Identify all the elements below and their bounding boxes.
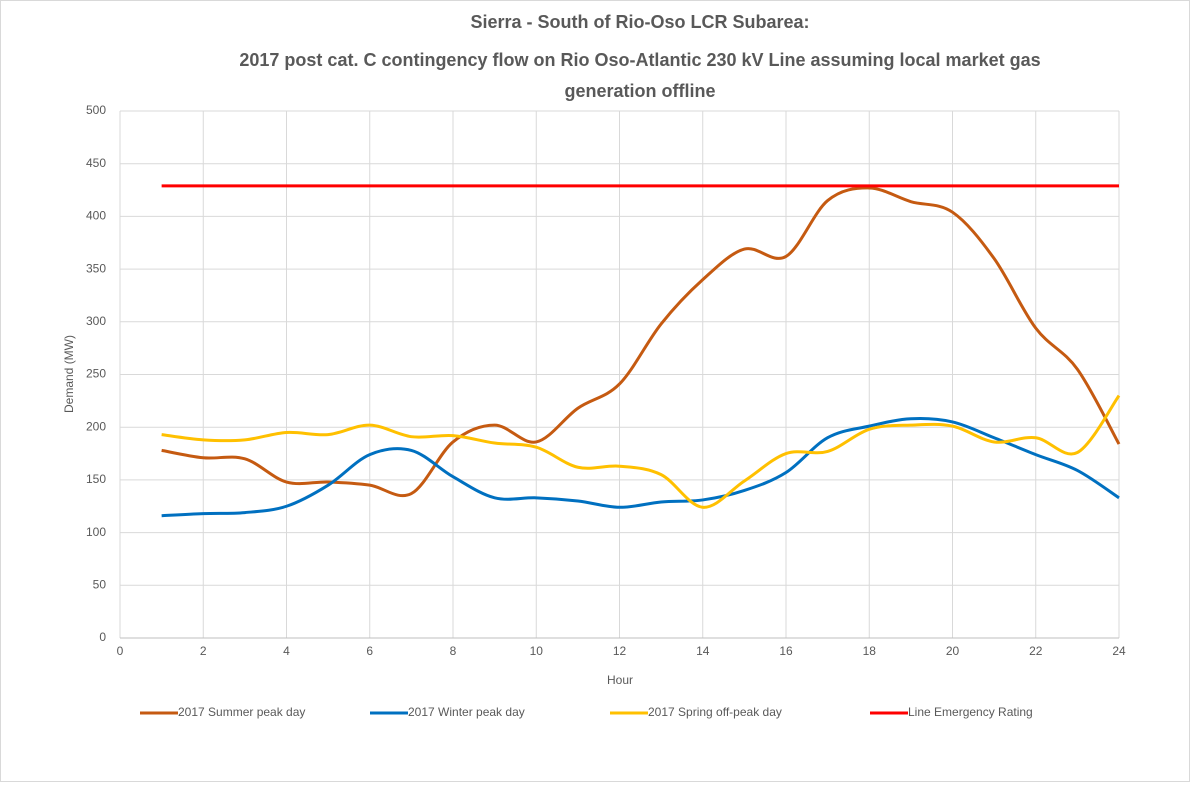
y-tick-label: 50	[93, 577, 107, 591]
x-tick-label: 10	[530, 644, 544, 658]
y-tick-label: 150	[86, 472, 106, 486]
x-tick-label: 22	[1029, 644, 1043, 658]
x-tick-label: 18	[863, 644, 877, 658]
x-tick-label: 8	[450, 644, 457, 658]
x-tick-label: 4	[283, 644, 290, 658]
legend-label: Line Emergency Rating	[908, 705, 1033, 719]
y-tick-label: 0	[99, 630, 106, 644]
x-tick-label: 12	[613, 644, 627, 658]
chart-title: 2017 post cat. C contingency flow on Rio…	[239, 50, 1040, 70]
y-tick-label: 250	[86, 367, 106, 381]
x-tick-label: 2	[200, 644, 207, 658]
legend-label: 2017 Spring off-peak day	[648, 705, 782, 719]
x-axis-label: Hour	[607, 673, 633, 687]
y-tick-label: 450	[86, 156, 106, 170]
chart-title: Sierra - South of Rio-Oso LCR Subarea:	[470, 12, 809, 32]
chart-title: generation offline	[564, 81, 715, 101]
legend-label: 2017 Winter peak day	[408, 705, 525, 719]
series-line	[161, 186, 1121, 498]
series-line	[161, 417, 1120, 518]
y-tick-label: 400	[86, 209, 106, 223]
x-tick-label: 0	[117, 644, 124, 658]
x-tick-label: 24	[1112, 644, 1126, 658]
x-tick-label: 16	[779, 644, 793, 658]
y-tick-label: 100	[86, 525, 106, 539]
y-tick-label: 500	[86, 103, 106, 117]
x-tick-label: 14	[696, 644, 710, 658]
legend-label: 2017 Summer peak day	[178, 705, 305, 719]
y-tick-label: 200	[86, 419, 106, 433]
x-tick-label: 6	[366, 644, 373, 658]
y-axis-label: Demand (MW)	[62, 335, 76, 413]
y-tick-label: 350	[86, 261, 106, 275]
x-tick-label: 20	[946, 644, 960, 658]
series-line	[161, 394, 1121, 509]
y-tick-label: 300	[86, 314, 106, 328]
